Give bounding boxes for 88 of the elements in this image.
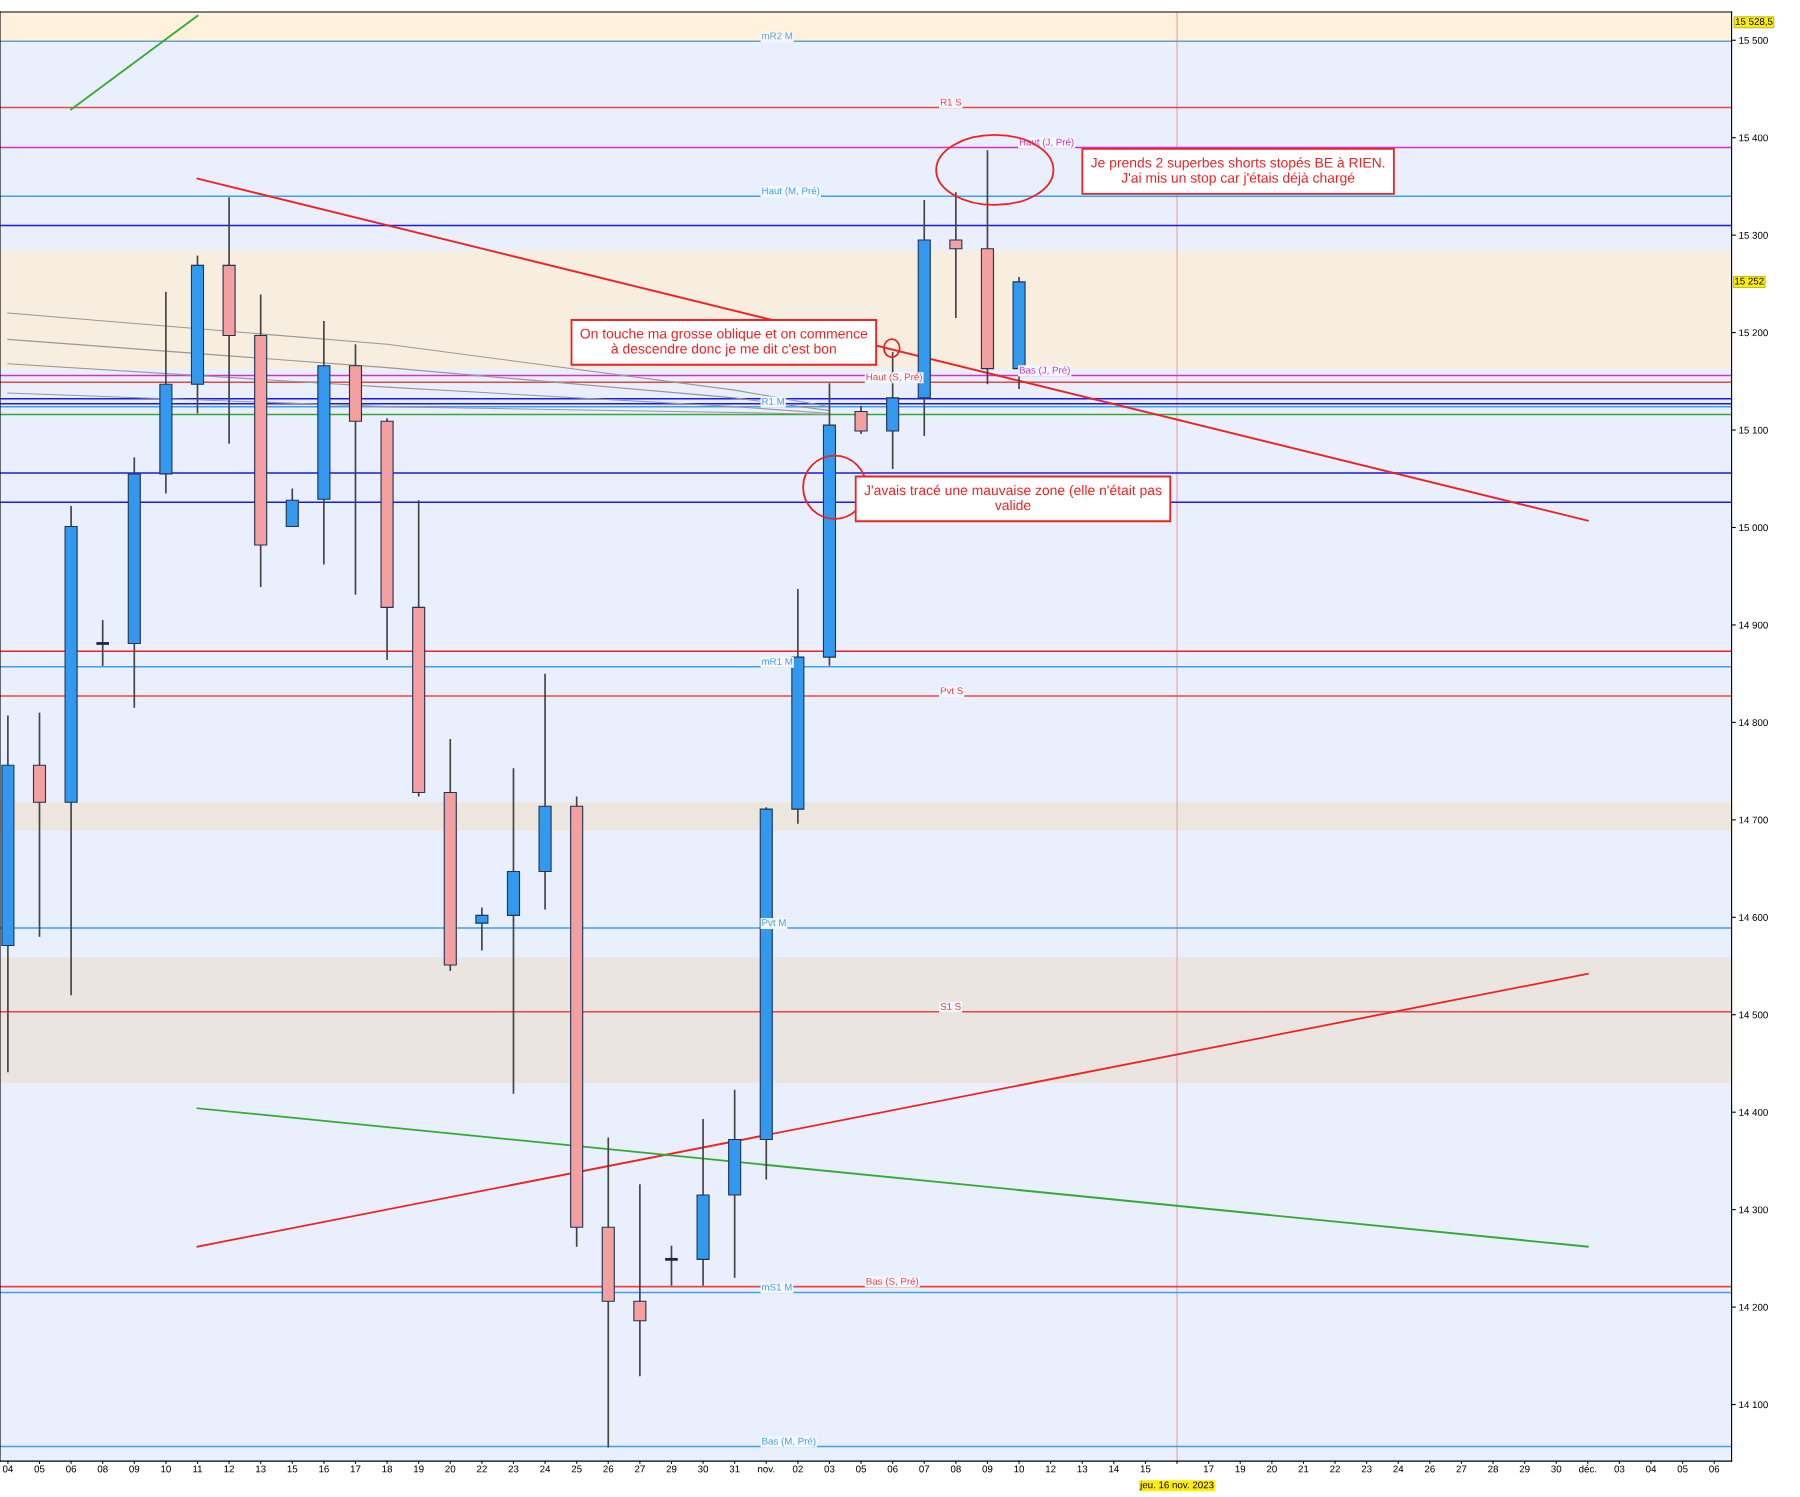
x-tick-label: 15 bbox=[1140, 1465, 1151, 1473]
x-tick-label: 20 bbox=[1266, 1465, 1277, 1473]
y-tick-label: 15 500 bbox=[1739, 36, 1768, 44]
y-tick-label: 15 400 bbox=[1739, 134, 1768, 142]
x-tick-label: 13 bbox=[256, 1465, 266, 1473]
x-tick-label: 27 bbox=[1456, 1465, 1467, 1473]
x-tick-label: 28 bbox=[1488, 1465, 1499, 1473]
x-tick-label: 13 bbox=[1077, 1465, 1088, 1473]
y-tick-label: 14 200 bbox=[1739, 1303, 1768, 1311]
ref-line-label: S1 S bbox=[940, 1003, 961, 1010]
x-tick-label: 30 bbox=[1551, 1465, 1562, 1473]
y-tick-label: 15 200 bbox=[1739, 329, 1768, 337]
ref-line-label: Pvt S bbox=[940, 687, 963, 695]
y-tick-label: 14 400 bbox=[1739, 1108, 1768, 1116]
x-tick-label: 03 bbox=[824, 1465, 835, 1473]
x-tick-label: 29 bbox=[1519, 1465, 1530, 1473]
annotation: J'avais tracé une mauvaise zone (elle n'était pas valide bbox=[864, 484, 1162, 511]
y-tick-label: 15 000 bbox=[1739, 524, 1768, 532]
x-tick-label: 29 bbox=[666, 1465, 677, 1473]
annotation: On touche ma grosse oblique et on commence à descendre donc je me dit c'est bon bbox=[580, 328, 868, 357]
x-tick-label: nov. bbox=[758, 1467, 775, 1473]
y-tick-label: 15 100 bbox=[1739, 426, 1768, 434]
x-tick-label: 03 bbox=[1614, 1465, 1625, 1473]
x-tick-label: 10 bbox=[161, 1465, 171, 1473]
x-tick-label: 19 bbox=[414, 1465, 424, 1473]
x-tick-label: 23 bbox=[508, 1465, 519, 1473]
x-tick-label: 05 bbox=[34, 1465, 45, 1473]
x-tick-label: 30 bbox=[698, 1465, 709, 1473]
text: 15 528,5 bbox=[1735, 18, 1773, 27]
x-tick-label: 07 bbox=[919, 1465, 930, 1473]
y-tick-label: 14 800 bbox=[1739, 719, 1768, 727]
y-tick-label: 14 900 bbox=[1739, 621, 1768, 629]
x-tick-label: 18 bbox=[382, 1465, 393, 1473]
x-tick-label: 08 bbox=[97, 1465, 108, 1473]
x-tick-label: 11 bbox=[193, 1465, 203, 1473]
x-tick-label: 22 bbox=[476, 1465, 487, 1473]
x-tick-label: 10 bbox=[1014, 1465, 1025, 1473]
x-tick-label: 05 bbox=[1677, 1465, 1688, 1473]
x-tick-label: 02 bbox=[792, 1465, 803, 1473]
y-tick-label: 15 300 bbox=[1739, 231, 1768, 239]
x-tick-label: 24 bbox=[540, 1465, 551, 1473]
x-tick-label: 04 bbox=[1646, 1465, 1657, 1473]
x-tick-label: 05 bbox=[856, 1465, 867, 1473]
x-tick-label: 20 bbox=[445, 1465, 456, 1473]
x-tick-label: 17 bbox=[350, 1465, 361, 1473]
x-tick-label: 08 bbox=[950, 1465, 961, 1473]
x-tick-label: 12 bbox=[224, 1465, 235, 1473]
x-tick-label: 24 bbox=[1393, 1465, 1404, 1473]
ref-line-label: Bas (S, Pré) bbox=[866, 1277, 919, 1287]
ref-line-label: R1 S bbox=[940, 98, 962, 106]
ref-line-label: Haut (M, Pré) bbox=[762, 186, 820, 197]
annotation: 15 252 bbox=[1735, 277, 1764, 285]
y-tick-label: 14 600 bbox=[1739, 914, 1768, 921]
x-tick-label: 25 bbox=[571, 1465, 582, 1473]
x-tick-label: 09 bbox=[982, 1465, 993, 1473]
x-tick-label: 12 bbox=[1045, 1465, 1056, 1473]
x-tick-label: jeu. 16 nov. 2023 bbox=[1139, 1481, 1214, 1491]
x-tick-label: 04 bbox=[2, 1465, 14, 1473]
y-tick-label: 14 100 bbox=[1739, 1401, 1768, 1409]
x-tick-label: 23 bbox=[1361, 1465, 1372, 1473]
ref-line-label: mR2 M bbox=[762, 32, 793, 40]
ref-line-label: Bas (M, Pré) bbox=[762, 1437, 816, 1447]
x-tick-label: 26 bbox=[1424, 1465, 1435, 1473]
x-tick-label: 06 bbox=[66, 1465, 77, 1473]
x-tick-label: 19 bbox=[1235, 1465, 1246, 1473]
x-tick-label: 22 bbox=[1330, 1465, 1340, 1473]
x-tick-label: 06 bbox=[1709, 1465, 1720, 1473]
y-tick-label: 14 500 bbox=[1739, 1011, 1768, 1019]
ref-line-label: Haut (S, Pré) bbox=[866, 373, 922, 383]
x-tick-label: 17 bbox=[1203, 1465, 1214, 1473]
ref-line-label: Pvt M bbox=[762, 919, 786, 927]
ref-line-label: mR1 M bbox=[762, 658, 793, 665]
x-tick-label: 09 bbox=[129, 1465, 140, 1473]
x-tick-label: 16 bbox=[319, 1465, 329, 1473]
x-tick-label: 26 bbox=[603, 1465, 614, 1473]
ref-line-label: R1 M bbox=[762, 397, 784, 405]
y-tick-label: 14 300 bbox=[1739, 1206, 1768, 1214]
x-tick-label: déc. bbox=[1579, 1465, 1597, 1473]
x-tick-label: 31 bbox=[729, 1465, 740, 1473]
x-tick-label: 27 bbox=[634, 1465, 645, 1473]
x-tick-label: 06 bbox=[887, 1465, 898, 1473]
y-tick-label: 14 700 bbox=[1739, 816, 1768, 824]
x-tick-label: 14 bbox=[1109, 1465, 1119, 1473]
x-tick-label: 15 bbox=[287, 1465, 298, 1473]
x-tick-label: 21 bbox=[1298, 1465, 1309, 1473]
ref-line-label: mS1 M bbox=[762, 1283, 792, 1291]
annotation: Je prends 2 superbes shorts stopés BE à RIEN. J'ai mis un stop car j'étais déjà chargé bbox=[1090, 157, 1385, 186]
ref-line-label: Bas (J, Pré) bbox=[1019, 366, 1070, 376]
